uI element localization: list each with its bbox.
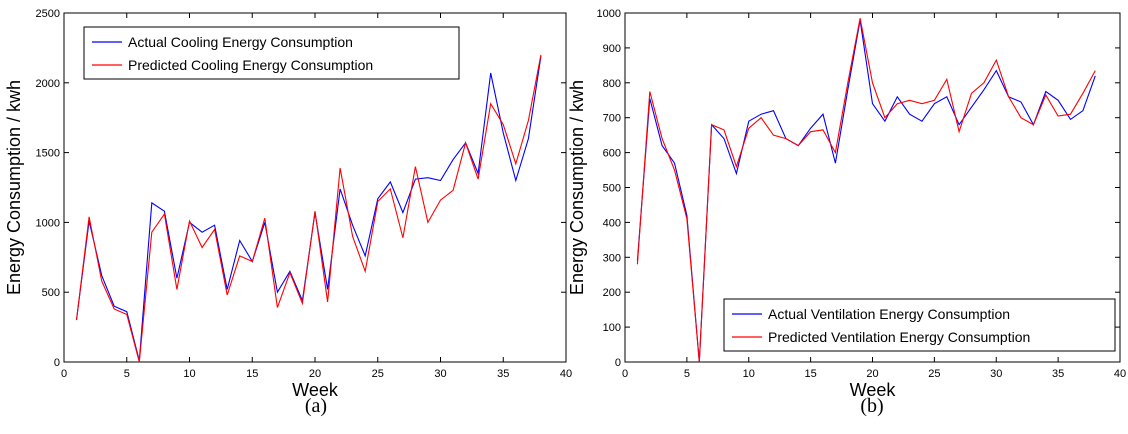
legend: Actual Ventilation Energy Consumption Pre…: [723, 298, 1116, 352]
x-tick-label: 5: [684, 368, 690, 380]
x-tick-label: 35: [1052, 368, 1064, 380]
x-tick-label: 15: [805, 368, 817, 380]
panel-caption: (a): [305, 395, 327, 417]
y-tick-label: 800: [603, 78, 621, 90]
y-tick-label: 1000: [36, 217, 60, 229]
series-line-actual: [636, 19, 1096, 363]
x-tick-label: 0: [622, 368, 628, 380]
x-tick-label: 30: [434, 368, 446, 380]
x-tick-label: 35: [497, 368, 509, 380]
y-axis-label: Energy Consumption / kwh: [567, 80, 587, 295]
chart-panel-b: 0 5 10 15 20 25 30 35 40010020030040050060070080…: [567, 8, 1126, 417]
legend-entry: Predicted Ventilation Energy Consumption: [768, 329, 1030, 345]
series-line-predicted: [75, 54, 542, 363]
x-tick-label: 0: [61, 368, 67, 380]
x-tick-label: 40: [1114, 368, 1126, 380]
x-axis-label: Week: [292, 380, 339, 400]
y-tick-label: 400: [603, 217, 621, 229]
x-tick-label: 15: [246, 368, 258, 380]
y-tick-label: 900: [603, 43, 621, 55]
y-tick-label: 300: [603, 252, 621, 264]
x-tick-label: 25: [372, 368, 384, 380]
panel-caption: (b): [860, 395, 883, 417]
y-tick-label: 500: [42, 287, 60, 299]
y-tick-label: 1500: [36, 148, 60, 160]
legend: Actual Cooling Energy Consumption Predict…: [83, 26, 460, 80]
legend-entry: Predicted Cooling Energy Consumption: [128, 57, 373, 73]
chart-panel-a: 0 5 10 15 20 25 30 35 40 0 500 1000 1500 2000 2500 Week…: [4, 8, 572, 417]
y-tick-label: 2000: [36, 78, 60, 90]
series-line-predicted: [636, 18, 1096, 363]
y-tick-label: 1000: [597, 8, 621, 20]
y-tick-label: 700: [603, 113, 621, 125]
x-tick-label: 10: [183, 368, 195, 380]
y-tick-label: 200: [603, 287, 621, 299]
x-tick-label: 20: [866, 368, 878, 380]
legend-box: [83, 26, 460, 80]
x-tick-label: 5: [124, 368, 130, 380]
y-tick-label: 2500: [36, 8, 60, 20]
y-tick-label: 600: [603, 148, 621, 160]
x-axis-label: Week: [850, 380, 897, 400]
x-tick-label: 40: [560, 368, 572, 380]
y-axis-label: Energy Consumption / kwh: [4, 80, 24, 295]
x-tick-label: 10: [743, 368, 755, 380]
y-tick-label: 0: [54, 357, 60, 369]
legend-entry: Actual Ventilation Energy Consumption: [768, 306, 1010, 322]
y-tick-label: 0: [615, 357, 621, 369]
x-tick-label: 30: [990, 368, 1002, 380]
legend-box: [723, 298, 1116, 352]
x-tick-label: 20: [309, 368, 321, 380]
x-tick-label: 25: [928, 368, 940, 380]
legend-entry: Actual Cooling Energy Consumption: [128, 34, 353, 50]
y-tick-label: 500: [603, 183, 621, 195]
y-tick-label: 100: [603, 322, 621, 334]
